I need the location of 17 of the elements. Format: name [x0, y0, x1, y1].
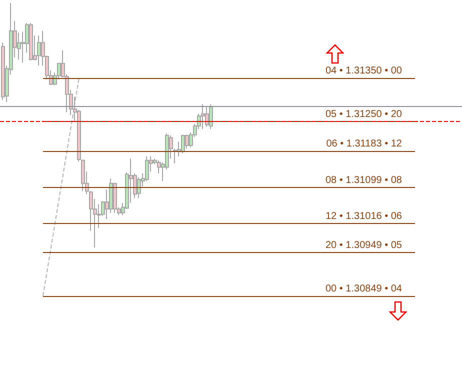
candlestick — [113, 182, 117, 214]
ref-line-label: 12 • 1.31016 • 06 — [325, 210, 402, 222]
ref-line-label: 20 • 1.30949 • 05 — [325, 240, 402, 251]
ref-line-label: 00 • 1.30849 • 04 — [325, 283, 402, 294]
candlestick — [185, 134, 189, 150]
candlestick — [201, 104, 205, 130]
candlestick — [205, 106, 209, 128]
ref-line-label: 06 • 1.31183 • 12 — [326, 138, 402, 150]
candlestick — [29, 22, 33, 61]
ref-line-label: 04 • 1.31350 • 00 — [325, 66, 402, 77]
candlestick — [137, 176, 141, 199]
ref-line-label: 05 • 1.31250 • 20 — [325, 109, 402, 120]
ref-line-label: 08 • 1.31099 • 08 — [325, 174, 402, 186]
candlestick — [1, 42, 5, 100]
candlestick — [37, 35, 41, 66]
candlestick — [181, 134, 185, 154]
candlestick — [209, 104, 213, 130]
